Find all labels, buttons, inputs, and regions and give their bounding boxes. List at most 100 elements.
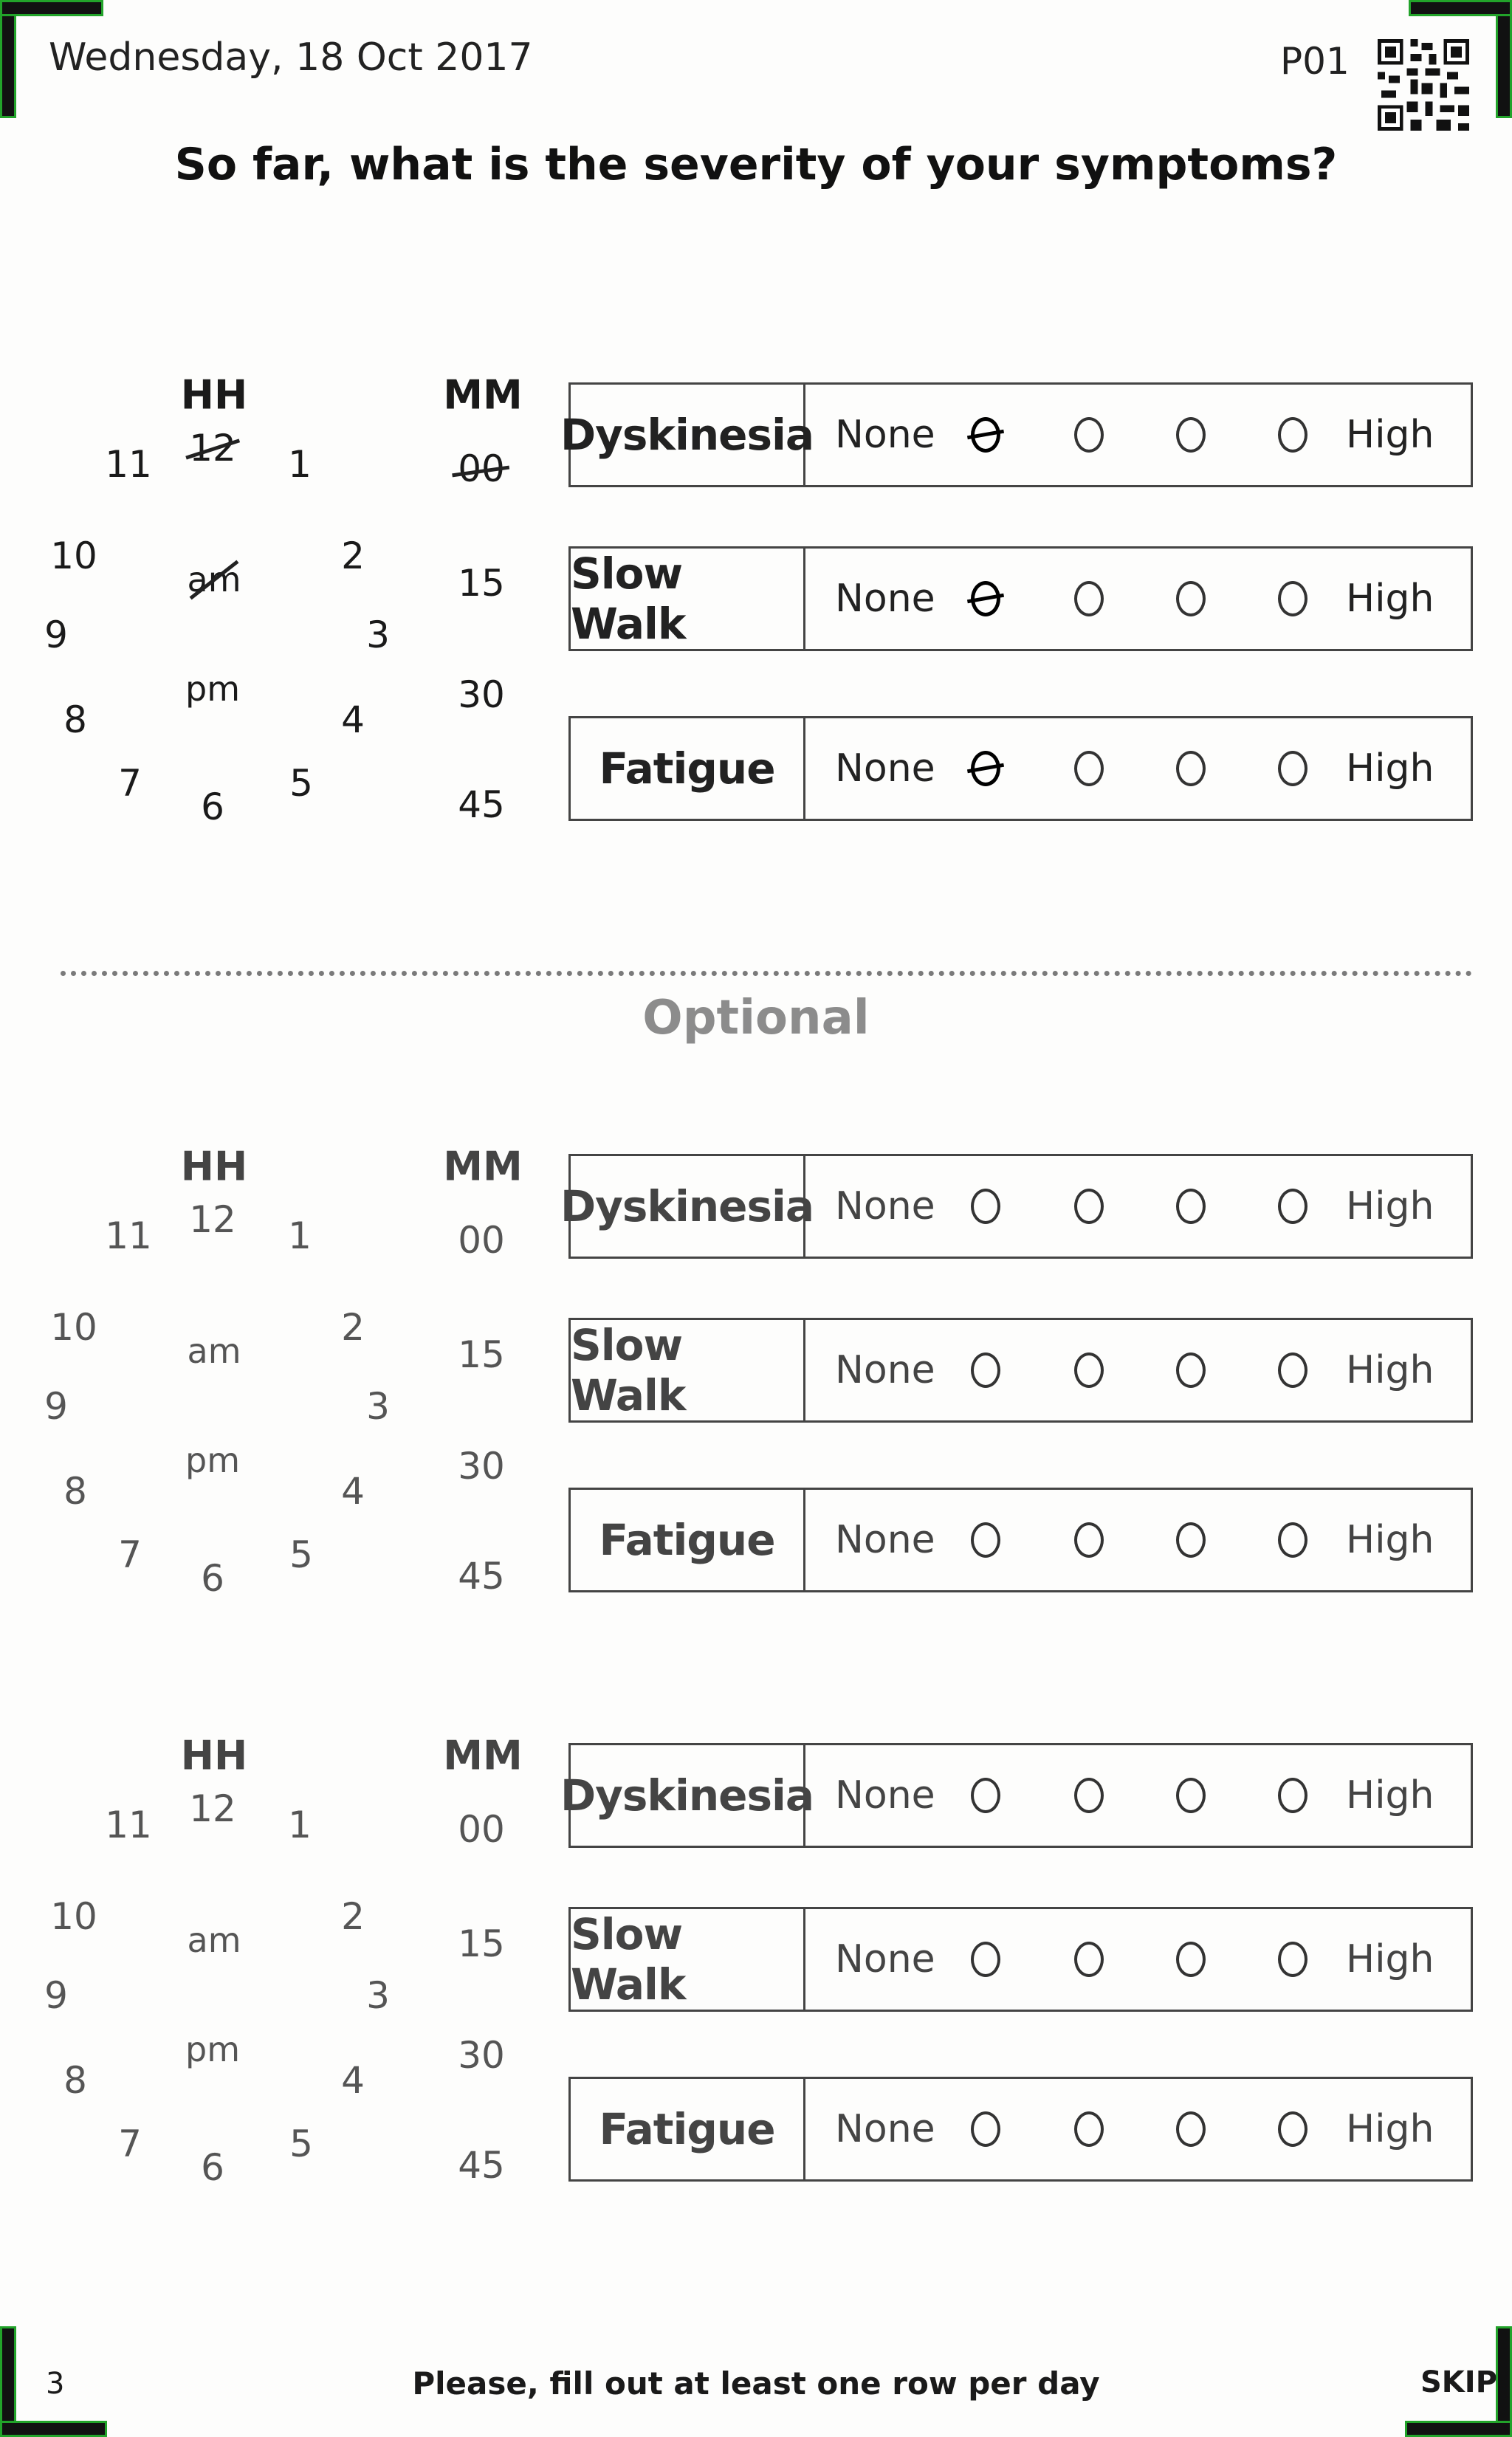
- hour-option-3[interactable]: 3: [366, 1974, 390, 2017]
- hour-option-8[interactable]: 8: [63, 2059, 87, 2102]
- rating-bubble-1[interactable]: [971, 1189, 1000, 1224]
- hour-option-9[interactable]: 9: [44, 1974, 68, 2017]
- hour-option-12[interactable]: 12: [189, 1198, 236, 1241]
- rating-row-fatigue: Fatigue None High: [568, 716, 1473, 821]
- minute-option-00[interactable]: 00: [458, 1808, 505, 1851]
- rating-bubble-4[interactable]: [1278, 1189, 1307, 1224]
- hour-option-6[interactable]: 6: [201, 2146, 224, 2189]
- hour-option-6[interactable]: 6: [201, 786, 224, 828]
- hour-option-7[interactable]: 7: [118, 2123, 142, 2165]
- rating-bubble-1[interactable]: [971, 417, 1000, 453]
- minute-option-15[interactable]: 15: [458, 1922, 505, 1965]
- rating-bubble-3[interactable]: [1176, 1189, 1206, 1224]
- hour-option-1[interactable]: 1: [288, 1214, 312, 1257]
- hour-option-7[interactable]: 7: [118, 762, 142, 805]
- scale-high-label: High: [1346, 1773, 1434, 1818]
- rating-bubble-3[interactable]: [1176, 751, 1206, 786]
- am-option[interactable]: am: [187, 1920, 241, 1960]
- rating-bubble-1[interactable]: [971, 2111, 1000, 2147]
- am-option[interactable]: am: [187, 560, 241, 599]
- rating-bubble-3[interactable]: [1176, 2111, 1206, 2147]
- skip-option[interactable]: SKIP: [1420, 2365, 1498, 2399]
- minute-option-45[interactable]: 45: [458, 783, 505, 826]
- rating-bubble-4[interactable]: [1278, 417, 1307, 453]
- entry-section: HH MM 12 1 2 3 4 5 6 7 8 9 10 11 am pm 00 15 30 45 Dyskinesi…: [0, 1137, 1512, 1654]
- rating-bubble-1[interactable]: [971, 1522, 1000, 1558]
- rating-bubble-2[interactable]: [1074, 1778, 1104, 1813]
- minute-option-00[interactable]: 00: [458, 447, 505, 490]
- rating-bubble-3[interactable]: [1176, 1522, 1206, 1558]
- rating-bubble-3[interactable]: [1176, 1942, 1206, 1977]
- hour-option-11[interactable]: 11: [105, 1214, 152, 1257]
- scale-high-label: High: [1346, 1518, 1434, 1562]
- hour-option-11[interactable]: 11: [105, 1804, 152, 1846]
- hour-option-8[interactable]: 8: [63, 698, 87, 741]
- scale-high-label: High: [1346, 1348, 1434, 1392]
- minute-option-45[interactable]: 45: [458, 2144, 505, 2187]
- hour-option-2[interactable]: 2: [341, 535, 365, 577]
- hour-option-12[interactable]: 12: [189, 427, 236, 470]
- rating-bubble-4[interactable]: [1278, 751, 1307, 786]
- rating-bubble-1[interactable]: [971, 581, 1000, 616]
- hour-option-5[interactable]: 5: [289, 1533, 313, 1576]
- rating-bubble-2[interactable]: [1074, 1942, 1104, 1977]
- symptom-label: Fatigue: [571, 2079, 805, 2179]
- hour-option-3[interactable]: 3: [366, 613, 390, 656]
- hour-option-9[interactable]: 9: [44, 1385, 68, 1428]
- rating-bubble-1[interactable]: [971, 751, 1000, 786]
- rating-bubble-2[interactable]: [1074, 1522, 1104, 1558]
- rating-bubble-3[interactable]: [1176, 1352, 1206, 1388]
- minute-option-30[interactable]: 30: [458, 673, 505, 716]
- hour-option-11[interactable]: 11: [105, 443, 152, 486]
- rating-bubble-3[interactable]: [1176, 581, 1206, 616]
- minute-option-00[interactable]: 00: [458, 1219, 505, 1262]
- minute-option-15[interactable]: 15: [458, 562, 505, 605]
- rating-row-dyskinesia: Dyskinesia None High: [560, 1154, 1473, 1259]
- minute-option-30[interactable]: 30: [458, 2034, 505, 2077]
- rating-bubble-1[interactable]: [971, 1352, 1000, 1388]
- am-option[interactable]: am: [187, 1331, 241, 1371]
- rating-bubble-4[interactable]: [1278, 2111, 1307, 2147]
- pm-option[interactable]: pm: [185, 1440, 241, 1480]
- minute-option-30[interactable]: 30: [458, 1445, 505, 1488]
- minute-option-45[interactable]: 45: [458, 1555, 505, 1598]
- hour-option-4[interactable]: 4: [341, 698, 365, 741]
- hour-option-6[interactable]: 6: [201, 1557, 224, 1600]
- hour-option-9[interactable]: 9: [44, 613, 68, 656]
- rating-bubble-4[interactable]: [1278, 1352, 1307, 1388]
- header-date: Wednesday, 18 Oct 2017: [49, 35, 533, 80]
- rating-bubble-3[interactable]: [1176, 417, 1206, 453]
- rating-bubble-2[interactable]: [1074, 581, 1104, 616]
- hour-option-4[interactable]: 4: [341, 2059, 365, 2102]
- pm-option[interactable]: pm: [185, 2029, 241, 2069]
- hour-option-10[interactable]: 10: [50, 1306, 97, 1349]
- rating-bubble-1[interactable]: [971, 1942, 1000, 1977]
- hour-option-8[interactable]: 8: [63, 1470, 87, 1513]
- hour-option-10[interactable]: 10: [50, 1895, 97, 1938]
- rating-bubble-4[interactable]: [1278, 581, 1307, 616]
- hour-option-4[interactable]: 4: [341, 1470, 365, 1513]
- rating-bubble-2[interactable]: [1074, 417, 1104, 453]
- hour-option-5[interactable]: 5: [289, 2123, 313, 2165]
- minute-option-15[interactable]: 15: [458, 1333, 505, 1376]
- rating-bubble-4[interactable]: [1278, 1942, 1307, 1977]
- rating-bubble-4[interactable]: [1278, 1778, 1307, 1813]
- hour-option-1[interactable]: 1: [288, 443, 312, 486]
- minute-header: MM: [443, 371, 523, 419]
- rating-bubble-1[interactable]: [971, 1778, 1000, 1813]
- hour-option-2[interactable]: 2: [341, 1306, 365, 1349]
- rating-bubble-2[interactable]: [1074, 751, 1104, 786]
- hour-option-1[interactable]: 1: [288, 1804, 312, 1846]
- rating-bubble-2[interactable]: [1074, 2111, 1104, 2147]
- rating-bubble-3[interactable]: [1176, 1778, 1206, 1813]
- rating-bubble-2[interactable]: [1074, 1352, 1104, 1388]
- hour-option-3[interactable]: 3: [366, 1385, 390, 1428]
- hour-option-7[interactable]: 7: [118, 1533, 142, 1576]
- rating-bubble-2[interactable]: [1074, 1189, 1104, 1224]
- rating-bubble-4[interactable]: [1278, 1522, 1307, 1558]
- hour-option-10[interactable]: 10: [50, 535, 97, 577]
- hour-option-12[interactable]: 12: [189, 1787, 236, 1830]
- hour-option-2[interactable]: 2: [341, 1895, 365, 1938]
- pm-option[interactable]: pm: [185, 669, 241, 709]
- hour-option-5[interactable]: 5: [289, 762, 313, 805]
